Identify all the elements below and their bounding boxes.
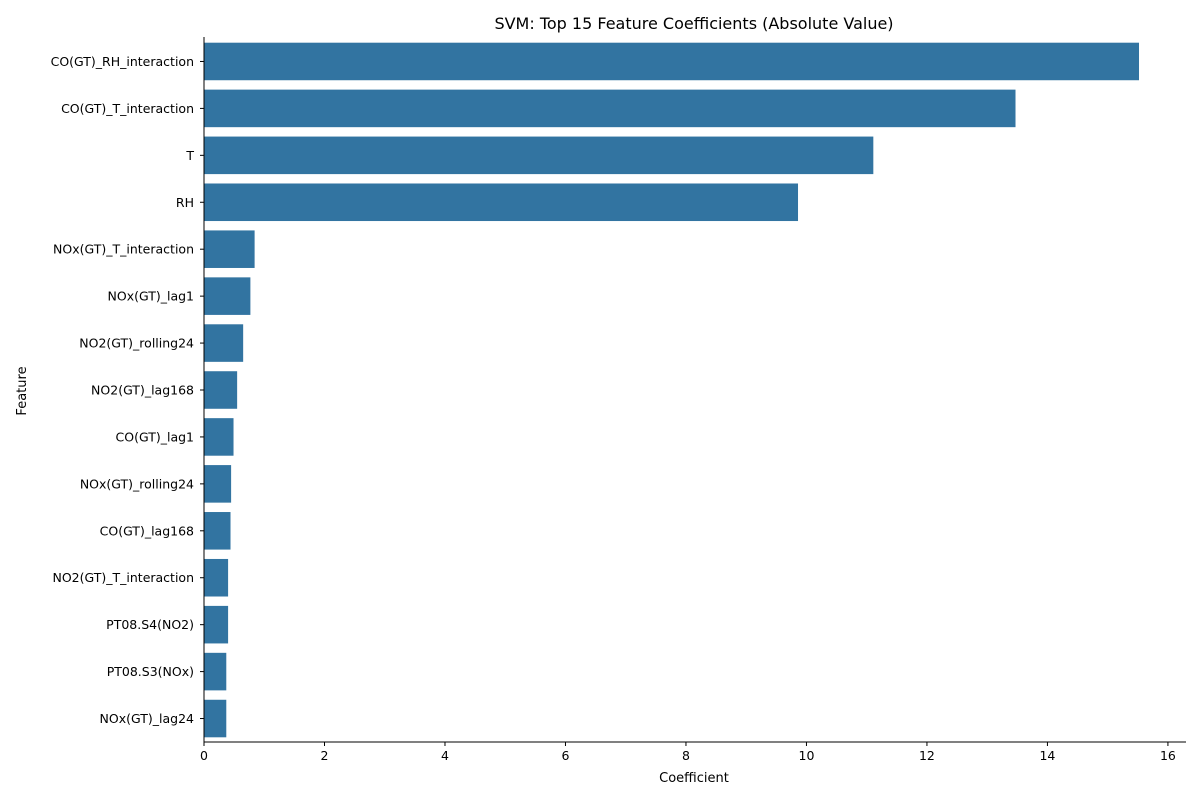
bar-13	[204, 652, 227, 691]
y-axis-label: Feature	[15, 366, 30, 415]
x-tick-label: 16	[1160, 748, 1176, 763]
y-tick-label: NO2(GT)_T_interaction	[52, 570, 194, 585]
y-tick-label: T	[185, 148, 194, 163]
chart-title: SVM: Top 15 Feature Coefficients (Absolu…	[494, 14, 893, 33]
bar-2	[204, 136, 874, 175]
y-tick-label: NOx(GT)_lag24	[100, 711, 194, 726]
x-tick-label: 4	[441, 748, 449, 763]
bars-group	[204, 42, 1140, 738]
y-tick-label: CO(GT)_RH_interaction	[51, 54, 194, 69]
bar-11	[204, 558, 229, 597]
y-tick-label: NO2(GT)_rolling24	[79, 336, 194, 351]
bar-3	[204, 183, 799, 222]
bar-14	[204, 699, 227, 738]
y-tick-label: CO(GT)_T_interaction	[61, 101, 194, 116]
y-tick-label: RH	[176, 195, 194, 210]
bar-9	[204, 465, 232, 503]
bar-5	[204, 277, 251, 315]
x-tick-label: 2	[321, 748, 329, 763]
bar-12	[204, 605, 229, 644]
x-tick-label: 14	[1039, 748, 1055, 763]
y-tick-label: NOx(GT)_lag1	[108, 289, 195, 304]
y-tick-label: NO2(GT)_lag168	[91, 383, 194, 398]
bar-0	[204, 42, 1140, 81]
x-axis-label: Coefficient	[659, 771, 729, 786]
x-tick-label: 12	[919, 748, 935, 763]
y-tick-label: PT08.S4(NO2)	[106, 617, 194, 632]
x-tick-label: 0	[200, 748, 208, 763]
bar-1	[204, 89, 1016, 128]
x-tick-label: 8	[682, 748, 690, 763]
y-tick-label: CO(GT)_lag1	[116, 429, 194, 444]
y-ticks-group: CO(GT)_RH_interaction CO(GT)_T_interactio…	[51, 54, 204, 726]
y-tick-label: NOx(GT)_T_interaction	[53, 242, 194, 257]
bar-4	[204, 230, 255, 268]
y-tick-label: PT08.S3(NOx)	[107, 664, 194, 679]
x-tick-label: 6	[561, 748, 569, 763]
y-tick-label: NOx(GT)_rolling24	[80, 476, 194, 491]
bar-10	[204, 512, 231, 550]
bar-8	[204, 418, 234, 456]
bar-6	[204, 324, 244, 362]
bar-7	[204, 371, 238, 409]
x-tick-label: 10	[799, 748, 815, 763]
y-tick-label: CO(GT)_lag168	[100, 523, 194, 538]
x-ticks-group: 0 2 4 6 8 10 12 14 16	[200, 742, 1176, 763]
